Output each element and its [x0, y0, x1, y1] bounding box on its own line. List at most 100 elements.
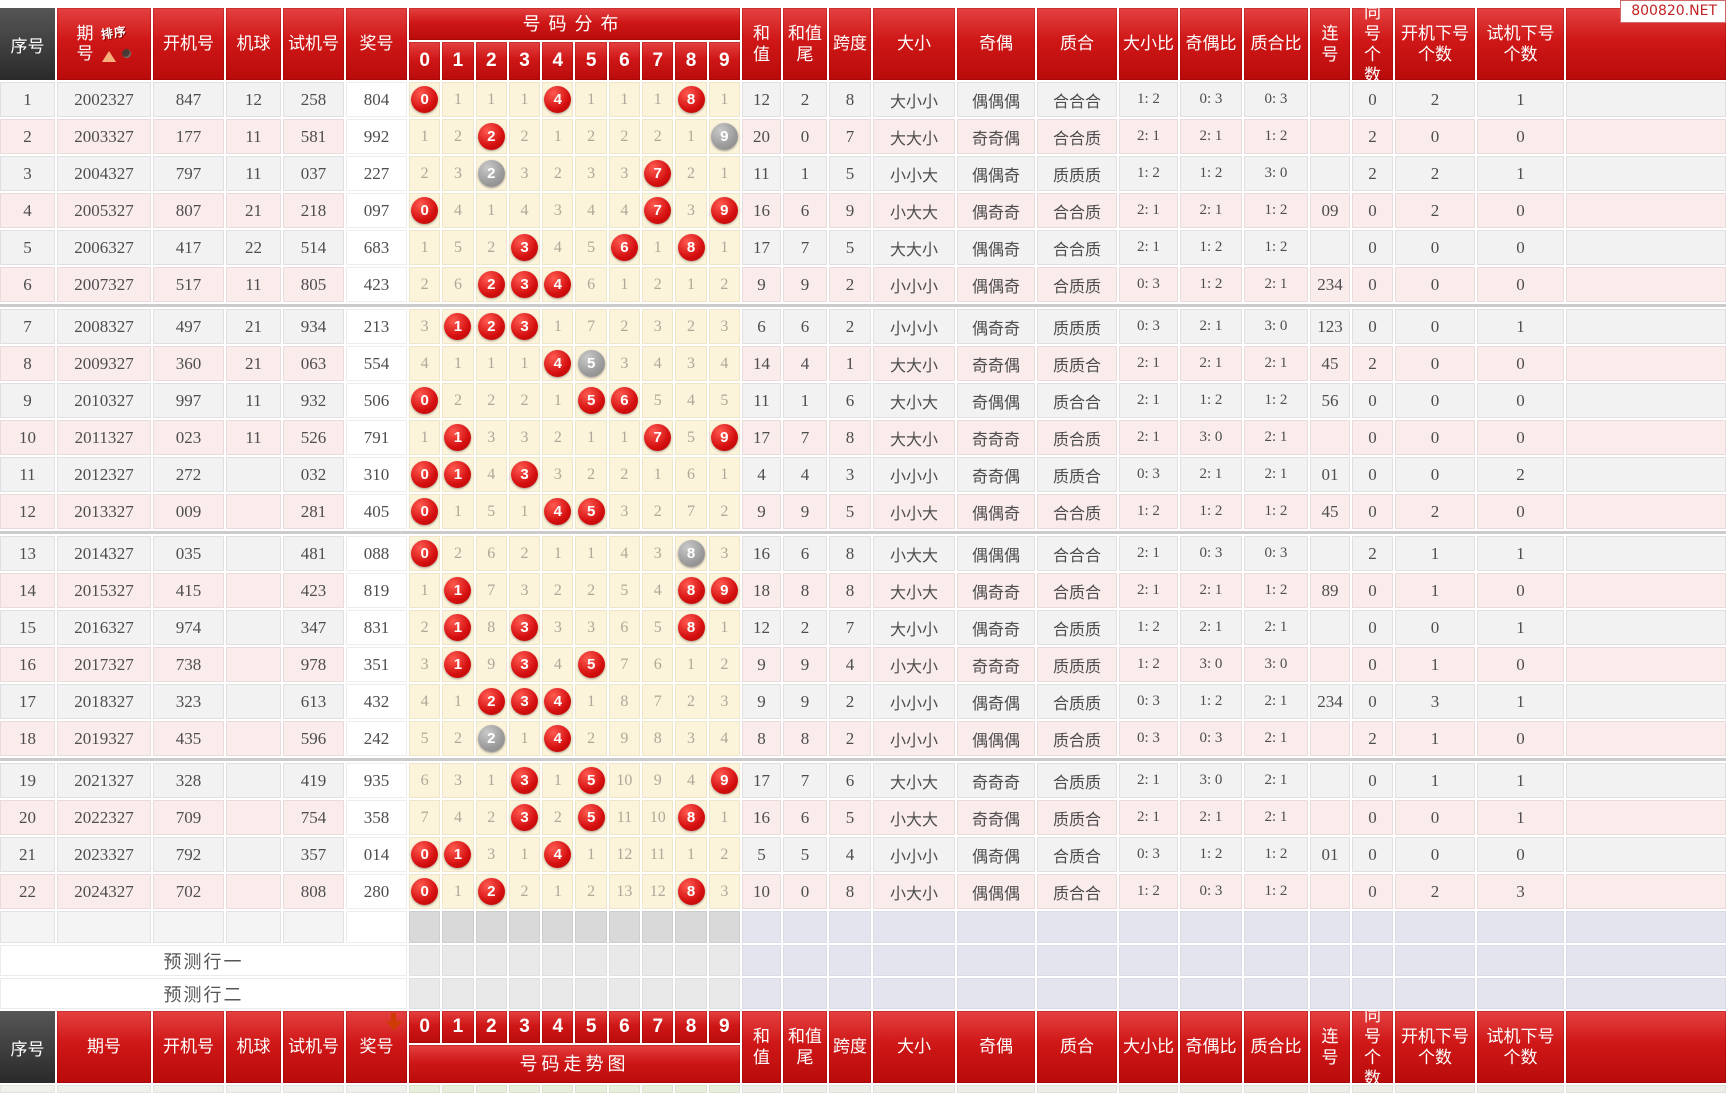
cell-prize-number: 088 — [346, 536, 407, 571]
dist-cell-0: 0 — [409, 457, 441, 492]
dist-cell-2: 5 — [475, 494, 507, 529]
cutoff-dist-cell — [575, 1085, 607, 1093]
cutoff-dist-cell — [508, 1085, 541, 1093]
cell-period: 2011327 — [57, 420, 151, 455]
miss-count: 2 — [620, 317, 629, 335]
cutoff-dist-cell — [642, 1085, 674, 1093]
cell-odd-even: 偶偶奇 — [956, 230, 1035, 265]
cell-sum-tail: 1 — [782, 156, 827, 191]
table-row: 11 2012327 272 032 310 0 1 4 3 3 2 2 1 6 1 4 4 3 小小小 奇奇偶 质质合… — [0, 457, 1726, 492]
cell-prize-number: 213 — [346, 309, 407, 344]
cell-odd-even-ratio: 2: 1 — [1179, 119, 1242, 154]
prediction-row-1: 预测行一 — [0, 945, 1726, 976]
cell-big-small-ratio: 0: 3 — [1118, 721, 1178, 756]
dist-cell-1: 1 — [442, 494, 474, 529]
miss-count: 2 — [653, 275, 662, 293]
miss-count: 4 — [553, 238, 562, 256]
miss-count: 4 — [487, 465, 496, 483]
empty-cell — [57, 911, 151, 943]
miss-count: 4 — [720, 729, 729, 747]
dist-cell-2: 3 — [475, 837, 507, 872]
cell-boot-number: 738 — [153, 647, 224, 682]
cell-prime-composite-ratio: 0: 3 — [1243, 536, 1308, 571]
table-row: 15 2016327 974 347 831 2 1 8 3 3 3 6 5 8 1 12 2 7 大小小 偶奇奇 合质… — [0, 610, 1726, 645]
dist-cell-0: 2 — [409, 156, 441, 191]
dist-cell-4: 3 — [542, 457, 574, 492]
empty-cell — [0, 911, 55, 943]
miss-count: 11 — [650, 845, 666, 863]
empty-dist-cell — [508, 911, 541, 943]
cell-big-small-ratio: 2: 1 — [1118, 346, 1178, 381]
header-span: 跨度 — [829, 8, 871, 80]
dist-digit-0: 0 — [409, 1011, 441, 1043]
dist-cell-4: 2 — [542, 420, 574, 455]
prediction-dist-cell — [508, 945, 541, 976]
footer-header-index: 序号 — [0, 1011, 55, 1083]
cell-machine-ball: 21 — [226, 309, 281, 344]
sort-widget[interactable]: 排序 — [99, 24, 133, 64]
cell-sum: 16 — [741, 193, 781, 228]
miss-count: 2 — [720, 655, 729, 673]
table-row: 17 2018327 323 613 432 4 1 2 3 4 1 8 7 2 3 9 9 2 小小小 偶奇偶 合质质… — [0, 684, 1726, 719]
cell-sum-tail: 1 — [782, 383, 827, 418]
cell-period: 2024327 — [57, 874, 151, 909]
cell-sum: 18 — [741, 573, 781, 608]
cell-index: 5 — [0, 230, 55, 265]
cell-test-next-count: 0 — [1476, 119, 1564, 154]
cell-boot-number: 009 — [153, 494, 224, 529]
cell-sum-tail: 7 — [782, 420, 827, 455]
hit-ball-red: 3 — [511, 651, 539, 678]
cell-boot-number: 702 — [153, 874, 224, 909]
miss-count: 7 — [687, 502, 696, 520]
cell-machine-ball: 22 — [226, 230, 281, 265]
footer-header-boot-number: 开机号 — [153, 1011, 224, 1083]
cell-big-small: 大大小 — [872, 119, 955, 154]
empty-row — [0, 911, 1726, 943]
miss-count: 10 — [649, 808, 666, 826]
miss-count: 1 — [487, 201, 496, 219]
dist-cell-4: 2 — [542, 800, 574, 835]
hit-ball-red: 3 — [511, 271, 539, 298]
miss-count: 1 — [620, 428, 629, 446]
header-odd-even-ratio: 奇偶比 — [1180, 8, 1242, 80]
dist-cell-4: 3 — [542, 610, 574, 645]
dist-cell-7: 10 — [642, 800, 674, 835]
miss-count: 1 — [520, 845, 529, 863]
cell-index: 7 — [0, 309, 55, 344]
empty-cell — [828, 911, 871, 943]
cell-test-next-count: 1 — [1476, 536, 1564, 571]
cell-boot-number: 360 — [153, 346, 224, 381]
miss-count: 1 — [587, 845, 596, 863]
sort-dot-icon[interactable] — [122, 49, 131, 58]
cell-odd-even: 偶偶奇 — [956, 267, 1035, 302]
cell-test-number: 978 — [283, 647, 344, 682]
miss-count: 7 — [653, 692, 662, 710]
dist-cell-9: 2 — [708, 837, 740, 872]
sort-up-icon[interactable] — [102, 51, 116, 62]
cell-odd-even-ratio: 1: 2 — [1179, 383, 1242, 418]
cell-prime-composite-ratio: 1: 2 — [1243, 494, 1308, 529]
dist-cell-0: 0 — [409, 536, 441, 571]
miss-count: 1 — [553, 544, 562, 562]
miss-count: 6 — [487, 544, 496, 562]
dist-cell-3: 2 — [508, 119, 541, 154]
dist-cell-1: 4 — [442, 800, 474, 835]
footer-header-odd-even-ratio: 奇偶比 — [1180, 1011, 1242, 1083]
cell-sum-tail: 9 — [782, 647, 827, 682]
cell-odd-even: 奇奇偶 — [956, 346, 1035, 381]
dist-cell-5: 1 — [575, 536, 607, 571]
cell-prime-composite-ratio: 2: 1 — [1243, 267, 1308, 302]
header-same-count: 同号个数 — [1352, 8, 1393, 80]
prediction-cell — [782, 945, 827, 976]
dist-cell-9: 3 — [708, 309, 740, 344]
cell-odd-even-ratio: 0: 3 — [1179, 874, 1242, 909]
hit-ball-red: 2 — [477, 688, 505, 715]
footer-header-sum-tail: 和值尾 — [783, 1011, 827, 1083]
cell-prize-number: 554 — [346, 346, 407, 381]
cutoff-cell — [1394, 1085, 1475, 1093]
table-row: 3 2004327 797 11 037 227 2 3 2 3 2 3 3 7 2 1 11 1 5 小小大 偶偶奇质… — [0, 156, 1726, 191]
cell-test-next-count: 3 — [1476, 874, 1564, 909]
cell-sum: 12 — [741, 610, 781, 645]
prediction-dist-cell — [575, 945, 607, 976]
